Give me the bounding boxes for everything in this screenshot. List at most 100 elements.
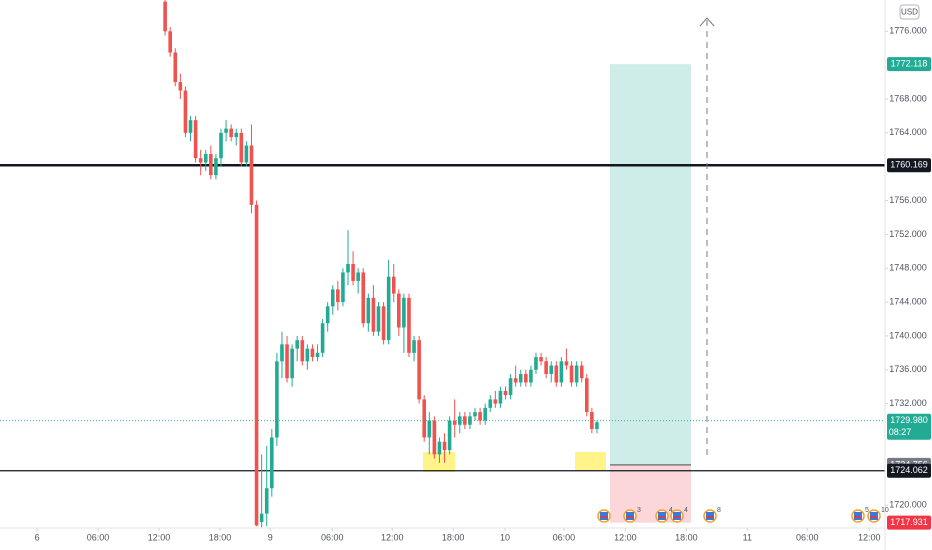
target-label-box	[887, 57, 931, 72]
resistance-label: 1760.169	[890, 160, 928, 170]
candle-body	[300, 340, 305, 362]
x-tick-label: 12:00	[381, 532, 404, 542]
y-tick-label: 1732.000	[889, 398, 927, 408]
y-tick-label: 1720.000	[889, 500, 927, 510]
candle-body	[325, 306, 330, 324]
candle-body	[224, 128, 228, 133]
event-count: 8	[717, 507, 721, 514]
candle-body	[219, 132, 223, 159]
event-flag	[854, 512, 862, 520]
candle-body	[498, 390, 503, 404]
currency-badge[interactable]	[899, 4, 920, 20]
candle-body	[310, 348, 315, 358]
candle-body	[508, 378, 513, 396]
candle-body	[198, 158, 203, 163]
profit-zone	[610, 64, 691, 465]
y-tick-label: 1736.000	[889, 364, 927, 374]
projection-arrowhead	[699, 17, 715, 27]
candle-body	[493, 399, 498, 404]
x-tick-label: 18:00	[675, 532, 698, 542]
candle-body	[488, 399, 493, 408]
candle-body	[427, 420, 432, 438]
event-flag	[706, 512, 714, 520]
x-tick-label: 12:00	[858, 532, 881, 542]
last-price-label: 1729.980	[890, 415, 928, 425]
candle-body	[330, 289, 335, 307]
candle-body	[524, 374, 528, 383]
event-flag	[870, 512, 878, 520]
candle-body	[351, 264, 355, 281]
candle-body	[163, 1, 167, 32]
candle-body	[518, 374, 523, 383]
candle-body	[305, 348, 310, 362]
candle-body	[529, 369, 533, 383]
candle-body	[269, 437, 274, 489]
candle-body	[168, 31, 172, 53]
candle-body	[452, 420, 457, 425]
event-flag	[658, 512, 666, 520]
support-label-box	[887, 463, 931, 478]
plot-area	[0, 0, 885, 528]
x-tick-label: 10	[500, 532, 510, 542]
candle-body	[463, 416, 467, 425]
event-flag	[673, 512, 681, 520]
candle-body	[539, 357, 543, 362]
candle-body	[188, 120, 193, 133]
y-tick-label: 1744.000	[889, 296, 927, 306]
y-tick-label: 1764.000	[889, 127, 927, 137]
candle-body	[457, 416, 462, 425]
candle-body	[478, 412, 482, 421]
candle-body	[239, 132, 244, 163]
candle-body	[371, 297, 376, 332]
candle-body	[549, 365, 554, 374]
candle-body	[503, 390, 508, 396]
x-tick-label: 12:00	[148, 532, 171, 542]
candle-body	[402, 297, 406, 328]
candle-body	[254, 204, 259, 526]
candle-body	[579, 365, 584, 379]
candle-body	[244, 145, 249, 163]
candle-body	[376, 306, 381, 332]
last-price-label-countdown: 08:27	[889, 427, 912, 437]
candle-body	[534, 357, 538, 370]
x-tick-label: 9	[268, 532, 273, 542]
candle-body	[173, 52, 178, 83]
candle-body	[447, 420, 452, 451]
candle-body	[407, 297, 411, 353]
event-flag	[600, 512, 608, 520]
candle-body	[432, 420, 437, 455]
candle-body	[422, 399, 427, 438]
x-tick-label: 06:00	[796, 532, 819, 542]
candle-body	[259, 513, 264, 523]
support-label: 1724.062	[890, 465, 928, 475]
overlay: 1772.1181760.1691729.98008:271724.756172…	[597, 57, 931, 530]
candle-body	[391, 276, 396, 294]
resistance-label-box	[887, 158, 931, 173]
candle-body	[437, 441, 442, 455]
event-count: 5	[865, 507, 869, 514]
candle-body	[468, 416, 472, 425]
event-count: 10	[881, 507, 889, 514]
y-tick-label: 1740.000	[889, 330, 927, 340]
candle-body	[564, 361, 569, 366]
highlight-zone	[575, 452, 606, 471]
candle-body	[346, 264, 350, 273]
candle-body	[483, 407, 487, 421]
y-tick-label: 1752.000	[889, 229, 927, 239]
stop-label-box	[887, 515, 931, 530]
currency-label: USD	[901, 8, 918, 17]
candle-body	[584, 378, 589, 413]
candle-body	[193, 120, 198, 159]
candle-body	[285, 344, 289, 379]
candle-body	[595, 422, 599, 429]
candle-body	[381, 306, 386, 341]
candle-body	[229, 128, 233, 138]
x-tick-label: 06:00	[553, 532, 576, 542]
y-tick-label: 1768.000	[889, 93, 927, 103]
candle-body	[336, 289, 340, 303]
candle-body	[295, 340, 300, 349]
candle-body	[366, 297, 371, 324]
candle-body	[569, 365, 574, 383]
